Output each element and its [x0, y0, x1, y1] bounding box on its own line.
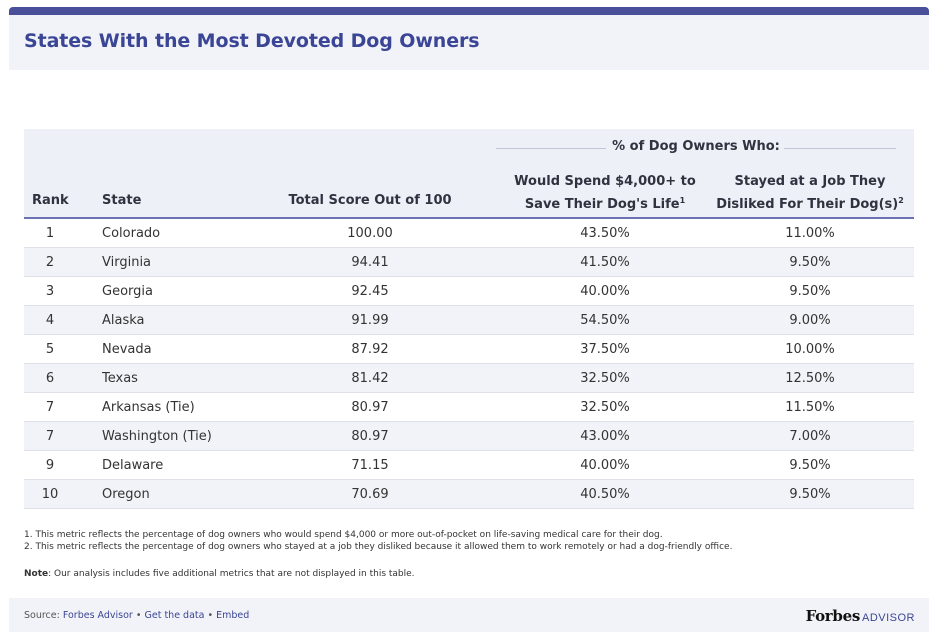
cell-score: 80.97	[351, 400, 389, 415]
footnote-ref-2: 2	[898, 196, 904, 205]
cell-state: Alaska	[102, 313, 145, 328]
footnote-ref-1: 1	[679, 196, 686, 205]
cell-spend: 54.50%	[580, 313, 630, 328]
cell-score: 91.99	[351, 313, 389, 328]
cell-state: Georgia	[102, 284, 153, 299]
cell-job: 9.50%	[789, 255, 831, 270]
cell-job: 9.50%	[789, 458, 831, 473]
footer: Source: Forbes Advisor • Get the data • …	[9, 598, 929, 632]
cell-spend: 40.50%	[580, 487, 630, 502]
cell-job: 11.00%	[785, 226, 835, 241]
group-header: % of Dog Owners Who:	[612, 139, 780, 154]
col-header-spend-text: Save Their Dog's Life	[524, 197, 680, 212]
data-table: % of Dog Owners Who: Rank State Total Sc…	[24, 129, 914, 509]
group-header-line-left	[496, 148, 606, 149]
note-text: : Our analysis includes five additional …	[48, 569, 415, 579]
cell-spend: 37.50%	[580, 342, 630, 357]
cell-job: 9.50%	[789, 284, 831, 299]
top-accent-bar	[9, 7, 929, 15]
table-row: 3 Georgia 92.45 40.00% 9.50%	[24, 277, 914, 306]
footnote-2: 2. This metric reflects the percentage o…	[24, 542, 733, 552]
cell-score: 71.15	[351, 458, 389, 473]
cell-job: 7.00%	[789, 429, 831, 444]
col-header-job: Stayed at a Job They Disliked For Their …	[704, 172, 916, 214]
cell-state: Oregon	[102, 487, 150, 502]
cell-score: 70.69	[351, 487, 389, 502]
table-row: 2 Virginia 94.41 41.50% 9.50%	[24, 248, 914, 277]
col-header-state: State	[102, 193, 142, 208]
cell-rank: 7	[45, 429, 55, 444]
cell-job: 9.00%	[789, 313, 831, 328]
col-header-rank: Rank	[32, 193, 69, 208]
cell-spend: 43.00%	[580, 429, 630, 444]
cell-spend: 32.50%	[580, 371, 630, 386]
cell-score: 81.42	[351, 371, 389, 386]
table-row: 6 Texas 81.42 32.50% 12.50%	[24, 364, 914, 393]
cell-rank: 10	[41, 487, 59, 502]
cell-spend: 43.50%	[580, 226, 630, 241]
source-line: Source: Forbes Advisor • Get the data • …	[24, 610, 249, 621]
cell-rank: 6	[45, 371, 55, 386]
table-row: 5 Nevada 87.92 37.50% 10.00%	[24, 335, 914, 364]
cell-rank: 7	[45, 400, 55, 415]
table-row: 9 Delaware 71.15 40.00% 9.50%	[24, 451, 914, 480]
cell-score: 80.97	[351, 429, 389, 444]
page-title: States With the Most Devoted Dog Owners	[24, 30, 480, 52]
embed-link[interactable]: Embed	[216, 610, 250, 621]
brand-forbes: Forbes	[805, 607, 861, 625]
group-header-line-right	[784, 148, 896, 149]
col-header-spend-line1: Would Spend $4,000+ to	[514, 174, 696, 189]
cell-job: 11.50%	[785, 400, 835, 415]
cell-state: Nevada	[102, 342, 152, 357]
cell-rank: 2	[45, 255, 55, 270]
cell-rank: 1	[45, 226, 55, 241]
table-row: 7 Washington (Tie) 80.97 43.00% 7.00%	[24, 422, 914, 451]
table-header: % of Dog Owners Who: Rank State Total Sc…	[24, 129, 914, 219]
title-box: States With the Most Devoted Dog Owners	[9, 15, 929, 70]
table-row: 1 Colorado 100.00 43.50% 11.00%	[24, 219, 914, 248]
table-row: 10 Oregon 70.69 40.50% 9.50%	[24, 480, 914, 509]
cell-job: 12.50%	[785, 371, 835, 386]
cell-state: Delaware	[102, 458, 164, 473]
forbes-advisor-logo[interactable]: Forbes ADVISOR	[806, 606, 915, 625]
cell-state: Virginia	[102, 255, 152, 270]
col-header-score: Total Score Out of 100	[288, 193, 452, 208]
cell-score: 87.92	[351, 342, 389, 357]
footnotes: 1. This metric reflects the percentage o…	[24, 529, 914, 553]
cell-rank: 5	[45, 342, 55, 357]
cell-state: Colorado	[102, 226, 161, 241]
col-header-spend: Would Spend $4,000+ to Save Their Dog's …	[485, 172, 725, 214]
table-row: 4 Alaska 91.99 54.50% 9.00%	[24, 306, 914, 335]
cell-rank: 9	[45, 458, 55, 473]
cell-state: Washington (Tie)	[102, 429, 212, 444]
separator-1: •	[132, 610, 145, 621]
cell-job: 9.50%	[789, 487, 831, 502]
col-header-job-text: Disliked For Their Dog(s)	[716, 197, 899, 212]
cell-state: Arkansas (Tie)	[102, 400, 195, 415]
source-label: Source:	[24, 610, 63, 621]
get-data-link[interactable]: Get the data	[144, 610, 205, 621]
cell-rank: 4	[45, 313, 55, 328]
separator-2: •	[204, 610, 217, 621]
col-header-spend-line2: Save Their Dog's Life1	[485, 191, 725, 214]
cell-score: 92.45	[351, 284, 389, 299]
cell-spend: 40.00%	[580, 458, 630, 473]
cell-spend: 32.50%	[580, 400, 630, 415]
cell-state: Texas	[102, 371, 138, 386]
source-link[interactable]: Forbes Advisor	[62, 610, 133, 621]
col-header-job-line2: Disliked For Their Dog(s)2	[704, 191, 916, 214]
col-header-job-line1: Stayed at a Job They	[734, 174, 886, 189]
brand-advisor: ADVISOR	[861, 612, 915, 624]
note: Note: Our analysis includes five additio…	[24, 569, 415, 579]
table-row: 7 Arkansas (Tie) 80.97 32.50% 11.50%	[24, 393, 914, 422]
cell-spend: 41.50%	[580, 255, 630, 270]
note-label: Note	[24, 569, 49, 579]
cell-score: 100.00	[347, 226, 393, 241]
cell-job: 10.00%	[785, 342, 835, 357]
cell-rank: 3	[45, 284, 55, 299]
cell-score: 94.41	[351, 255, 389, 270]
footnote-1: 1. This metric reflects the percentage o…	[24, 530, 663, 540]
table-body: 1 Colorado 100.00 43.50% 11.00% 2 Virginia 94.4…	[24, 219, 914, 509]
cell-spend: 40.00%	[580, 284, 630, 299]
